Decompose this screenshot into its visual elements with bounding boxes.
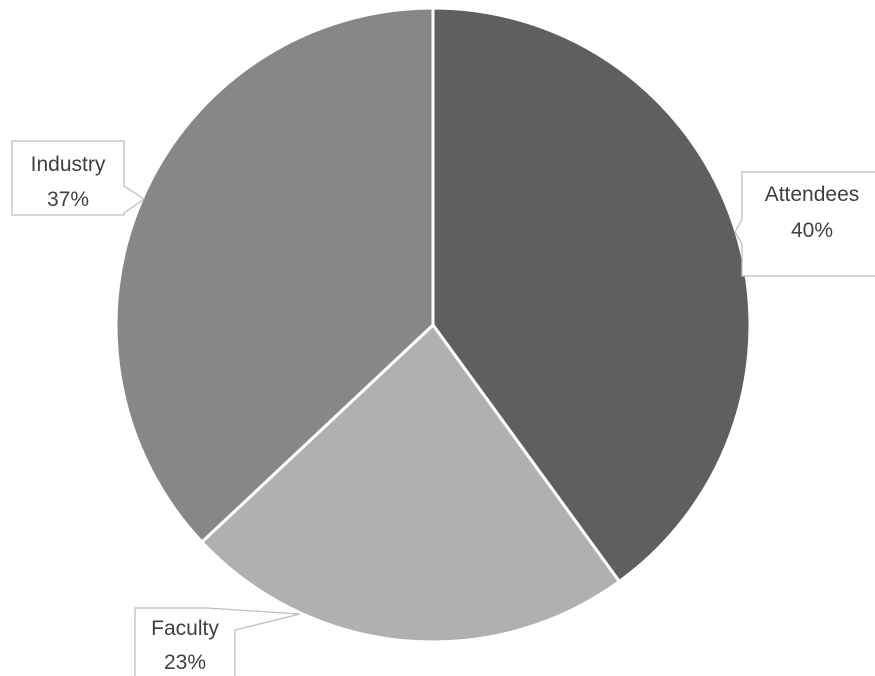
slice-value-faculty: 23% xyxy=(164,651,206,674)
pie-slice-faculty xyxy=(200,323,621,644)
callout-box-industry xyxy=(11,140,146,216)
callout-box-faculty xyxy=(134,607,301,676)
data-label-callouts: Attendees 40% Faculty 23% Industry 37% xyxy=(11,140,875,676)
slice-label-faculty: Faculty xyxy=(151,617,219,640)
slice-value-attendees: 40% xyxy=(791,219,833,242)
pie-slices xyxy=(114,6,752,644)
pie-slice-attendees xyxy=(431,6,752,583)
slice-value-industry: 37% xyxy=(47,188,89,211)
slice-label-attendees: Attendees xyxy=(765,183,860,206)
slice-label-industry: Industry xyxy=(31,153,106,176)
callout-box-attendees xyxy=(734,171,875,277)
